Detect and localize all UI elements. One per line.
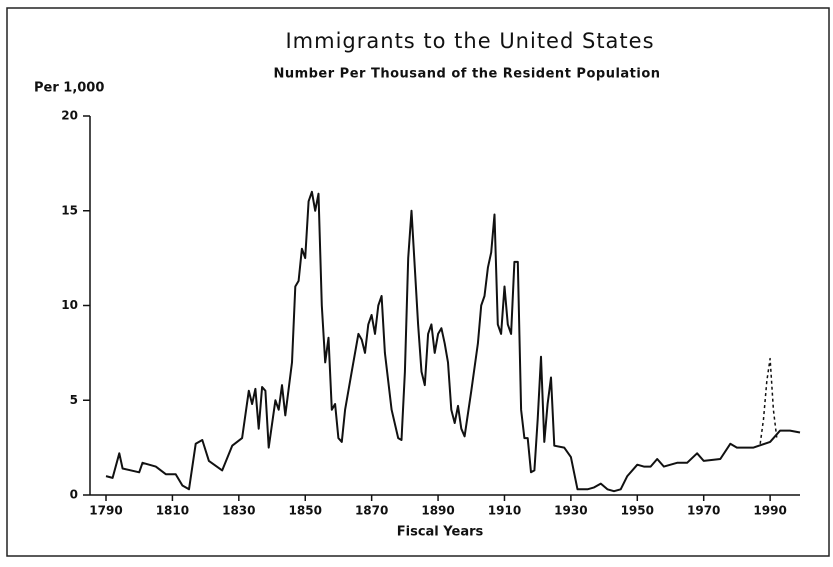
- y-tick-label: 10: [61, 298, 78, 312]
- series-line: [759, 357, 778, 444]
- y-tick-label: 15: [61, 203, 78, 217]
- frame: [6, 7, 830, 557]
- series-line: [105, 190, 801, 493]
- y-axis-label: Per 1,000: [34, 81, 104, 96]
- x-tick-label: 1830: [222, 504, 255, 518]
- y-tick-label: 5: [70, 393, 78, 407]
- x-tick-label: 1930: [554, 504, 587, 518]
- chart-title: Immigrants to the United States: [285, 29, 654, 53]
- x-tick-label: 1790: [89, 504, 122, 518]
- y-tick-label: 20: [61, 109, 78, 123]
- x-tick-label: 1870: [355, 504, 388, 518]
- y-tick-label: 0: [70, 488, 78, 502]
- x-axis-label: Fiscal Years: [397, 525, 484, 540]
- x-tick-label: 1910: [488, 504, 521, 518]
- x-tick-label: 1950: [621, 504, 654, 518]
- chart-subtitle: Number Per Thousand of the Resident Popu…: [273, 67, 660, 82]
- x-tick-label: 1970: [687, 504, 720, 518]
- x-tick-label: 1990: [753, 504, 786, 518]
- x-tick-label: 1850: [289, 504, 322, 518]
- x-tick-label: 1810: [156, 504, 189, 518]
- x-tick-label: 1890: [421, 504, 454, 518]
